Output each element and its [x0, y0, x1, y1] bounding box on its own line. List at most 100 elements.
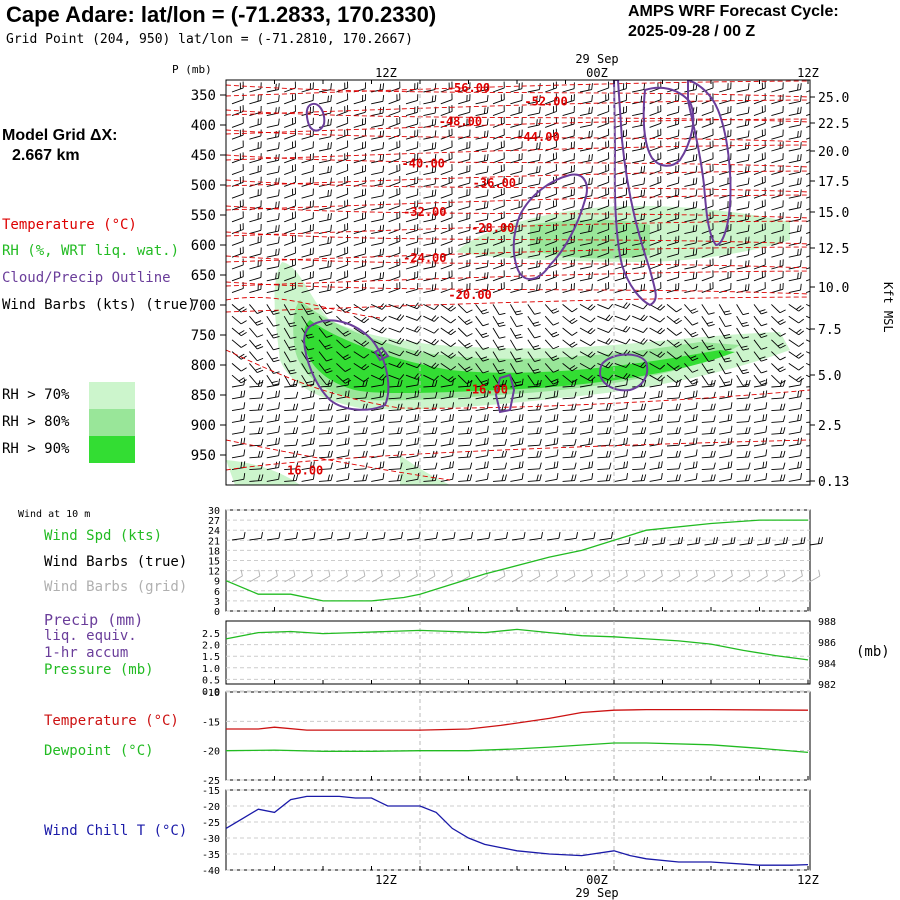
wind-barb-flag: [260, 188, 262, 195]
wind-barb-shaft: [266, 396, 279, 400]
wind-barb-flag: [434, 94, 437, 102]
wind-barb-flag: [623, 414, 626, 421]
wind-barb-flag: [486, 236, 489, 243]
wind-barb: [371, 236, 385, 246]
wind-barb-flag: [660, 461, 663, 468]
wind-barb-flag: [625, 259, 628, 266]
wind-barb: [684, 378, 698, 388]
wind-barb: [736, 351, 750, 363]
wind-barb-flag: [660, 425, 663, 433]
wind-barb-shaft: [788, 396, 801, 400]
wind-barb: [423, 212, 437, 223]
wind-barb-flag: [642, 327, 648, 333]
wind-barb: [614, 94, 628, 105]
wind-barb: [301, 437, 315, 447]
wind-barb-shaft: [684, 159, 697, 164]
wind-barb: [579, 327, 596, 335]
wind-barb-flag: [803, 537, 806, 544]
wind-barb-shaft: [701, 276, 714, 282]
wind-barb-shaft: [266, 478, 279, 482]
wind-barb-shaft: [614, 100, 627, 105]
wind-barb-flag: [450, 330, 457, 336]
wind-barb-shaft: [736, 374, 744, 386]
wind-barb-shaft: [440, 478, 453, 482]
wind-barb-shaft: [458, 206, 470, 211]
wind-barb-shaft: [249, 182, 262, 187]
wind-barb-flag: [486, 271, 489, 279]
wind-barb-shaft: [423, 421, 436, 423]
wind-barb-shaft: [440, 252, 453, 258]
wind-barb-flag: [417, 94, 419, 101]
wind-barb-flag: [469, 450, 473, 458]
wind-barb-flag: [695, 425, 698, 433]
wind-barb: [510, 304, 523, 316]
wind-barb-shaft: [266, 315, 274, 327]
wind-barb: [579, 236, 593, 246]
wind-barb: [283, 363, 297, 375]
wind-barb-flag: [659, 317, 666, 323]
wind-barb: [440, 128, 453, 140]
wind-barb-shaft: [632, 480, 645, 482]
wind-barb-flag: [643, 177, 646, 184]
wind-barb-shaft: [388, 99, 401, 105]
wind-barb-shaft: [562, 327, 573, 336]
wind-barb-flag: [500, 117, 502, 125]
wind-barb-shaft: [753, 111, 766, 117]
wind-barb-shaft: [684, 478, 697, 482]
wind-barb-flag: [365, 415, 368, 422]
wind-barb-shaft: [388, 122, 401, 128]
wind-barb-flag: [727, 130, 729, 137]
wind-barb-flag: [399, 362, 405, 368]
wind-barb-flag: [290, 372, 297, 375]
wind-barb-flag: [312, 282, 314, 290]
wind-barb-flag: [675, 212, 677, 220]
surface-wind-barb: [599, 532, 613, 541]
wind-barb-flag: [730, 129, 732, 136]
wind-barb: [249, 304, 264, 314]
wind-barb-shaft: [423, 468, 436, 471]
wind-barb: [440, 413, 454, 423]
wind-barb-flag: [278, 212, 280, 220]
wind-barb: [545, 282, 557, 294]
wind-barb-flag: [765, 437, 768, 444]
wind-barb-flag: [605, 259, 607, 266]
wind-barb: [527, 474, 542, 482]
wind-barb-flag: [712, 246, 714, 254]
wind-barb: [753, 105, 766, 117]
wind-barb-shaft: [651, 542, 664, 546]
wind-barb: [284, 164, 296, 176]
wind-barb-shaft: [458, 100, 470, 105]
wind-barb-shaft: [492, 444, 506, 447]
wind-barb-shaft: [266, 218, 279, 223]
wind-barb-flag: [759, 356, 766, 360]
wind-barb-flag: [361, 316, 367, 322]
wind-barb-shaft: [701, 397, 714, 400]
wind-barb-shaft: [353, 480, 366, 482]
wind-barb-shaft: [301, 277, 314, 282]
wind-barb: [753, 304, 768, 315]
wind-barb: [666, 379, 681, 388]
wind-barb: [283, 315, 297, 328]
wind-barb-flag: [330, 83, 332, 90]
wind-barb-flag: [782, 164, 784, 172]
wind-barb: [771, 462, 786, 471]
wind-barb-flag: [813, 260, 817, 266]
value-tick-label: -35: [202, 850, 220, 861]
wind-barb-shaft: [579, 339, 591, 347]
wind-barb-flag: [417, 176, 419, 184]
wind-barb: [719, 461, 733, 471]
wind-barb: [788, 153, 802, 164]
wind-barb-flag: [761, 82, 763, 89]
wind-barb-shaft: [579, 230, 592, 235]
grid-wind-barb: [354, 569, 366, 583]
wind-barb-shaft: [771, 374, 781, 384]
wind-barb-shaft: [701, 409, 714, 412]
wind-barb: [684, 327, 699, 338]
surface-wind-barb: [809, 537, 823, 546]
wind-barb-shaft: [597, 456, 610, 459]
wind-barb: [423, 450, 438, 459]
wind-barb-shaft: [318, 207, 331, 211]
wind-barb: [353, 212, 367, 223]
wind-barb: [719, 472, 733, 482]
wind-barb-flag: [555, 187, 557, 195]
